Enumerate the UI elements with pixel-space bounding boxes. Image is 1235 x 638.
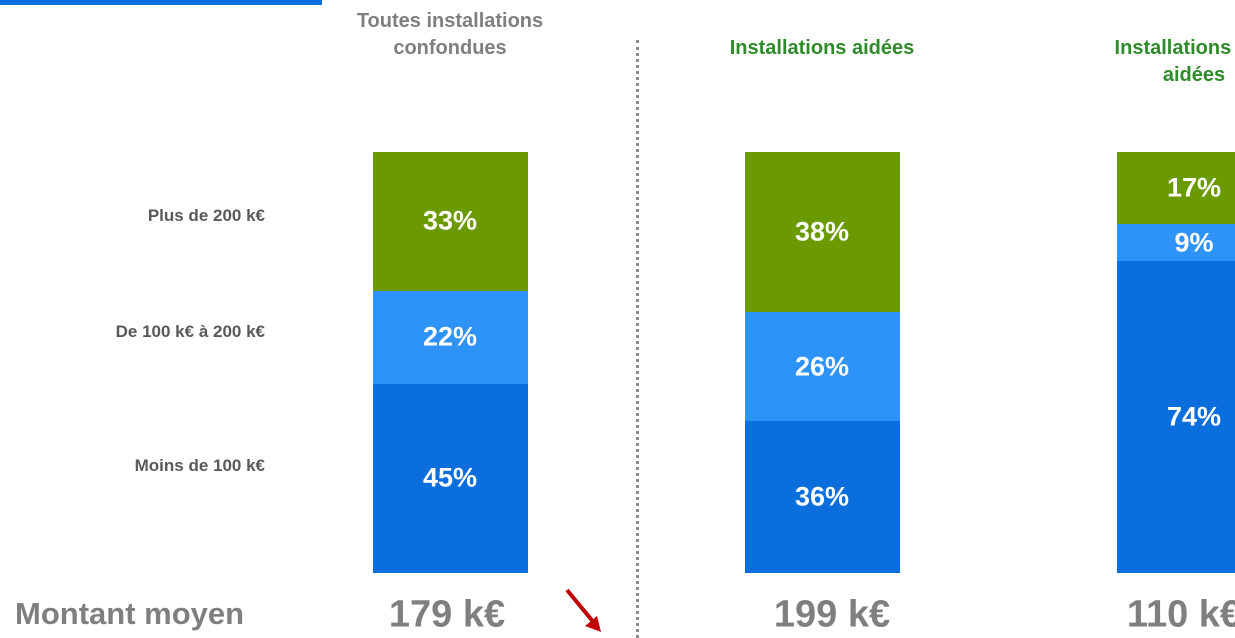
value-label: 33% xyxy=(422,205,478,236)
average-label: Montant moyen xyxy=(15,596,245,631)
legend-label: Plus de 200 k€ xyxy=(147,206,265,226)
bar-segment xyxy=(372,152,528,291)
average-value: 179 k€ xyxy=(388,593,506,636)
value-label: 38% xyxy=(794,216,850,247)
legend-label: Moins de 100 k€ xyxy=(134,456,265,476)
value-label: 17% xyxy=(1166,172,1222,203)
value-label: 36% xyxy=(794,481,850,512)
bar-segment xyxy=(744,421,900,573)
category-label: Installations non aidées xyxy=(1114,37,1235,86)
category-label: Toutes installations confondues xyxy=(356,10,544,59)
category-label: Installations aidées xyxy=(729,37,915,59)
bar-segment xyxy=(1116,261,1235,573)
bar-segment xyxy=(1116,223,1235,262)
bar-segment xyxy=(1116,152,1235,224)
value-label: 74% xyxy=(1166,401,1222,432)
bar-segment xyxy=(372,383,528,573)
average-value: 199 k€ xyxy=(773,593,891,636)
bar-segment xyxy=(744,152,900,312)
separator xyxy=(636,40,639,638)
value-label: 9% xyxy=(1174,227,1214,257)
bar-segment xyxy=(744,311,900,422)
bar-segment xyxy=(372,290,528,384)
legend-label: De 100 k€ à 200 k€ xyxy=(115,322,265,342)
value-label: 22% xyxy=(422,321,478,352)
trend-arrow xyxy=(565,588,601,632)
header-accent xyxy=(0,0,322,5)
average-value: 110 k€ xyxy=(1126,593,1235,636)
value-label: 45% xyxy=(422,462,478,493)
value-label: 26% xyxy=(794,351,850,382)
